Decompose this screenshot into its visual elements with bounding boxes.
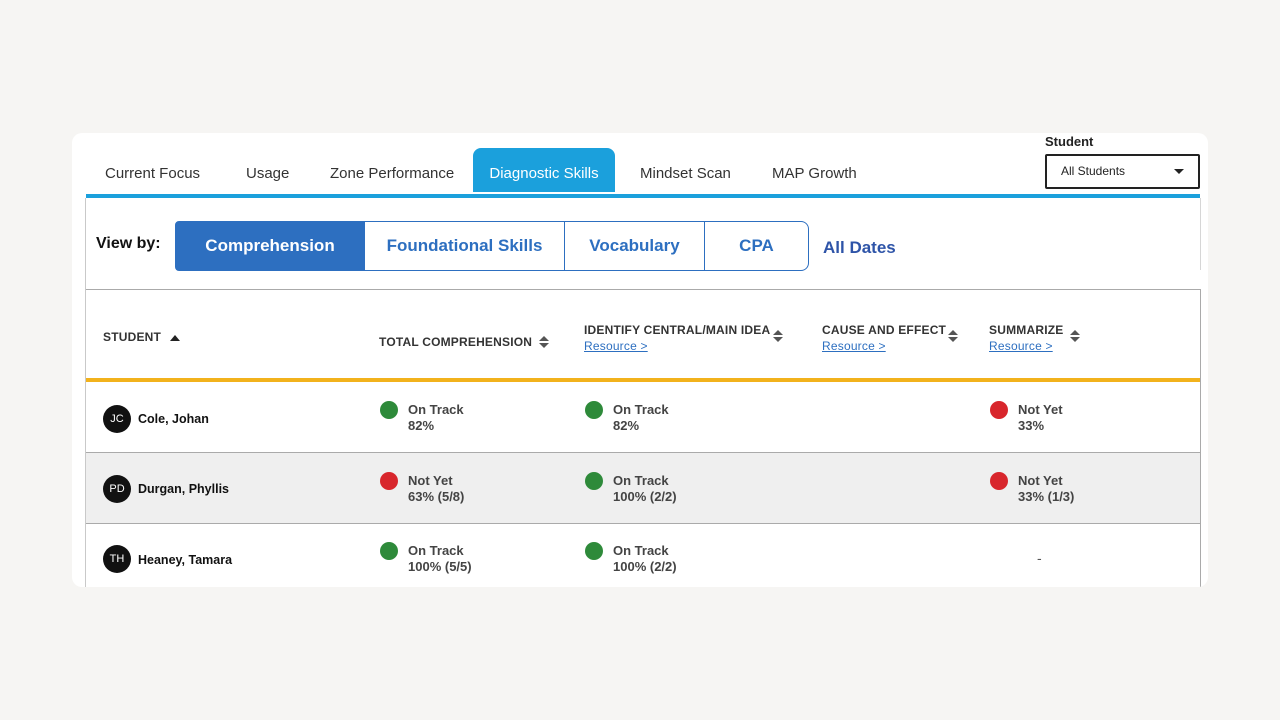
tab-mindset-scan[interactable]: Mindset Scan <box>640 165 731 182</box>
status-dot-icon <box>380 401 398 419</box>
chevron-down-icon <box>1174 169 1184 174</box>
student-filter-label: Student <box>1045 134 1094 149</box>
column-student[interactable]: STUDENT <box>103 330 161 344</box>
report-tabs: Current Focus Usage Zone Performance Dia… <box>72 133 1208 198</box>
central-resource-link[interactable]: Resource > <box>584 339 648 353</box>
skills-table: STUDENT TOTAL COMPREHENSION IDENTIFY CEN… <box>86 290 1201 587</box>
score-text: 82% <box>408 418 435 433</box>
column-total-label: TOTAL COMPREHENSION <box>379 335 533 349</box>
avatar: PD <box>103 475 131 503</box>
tab-diagnostic-skills[interactable]: Diagnostic Skills <box>473 148 615 192</box>
sort-icon[interactable] <box>773 330 783 342</box>
table-header: STUDENT TOTAL COMPREHENSION IDENTIFY CEN… <box>86 290 1200 382</box>
tab-zone-performance[interactable]: Zone Performance <box>330 165 455 182</box>
student-name[interactable]: Heaney, Tamara <box>138 553 233 567</box>
tab-underline <box>86 194 1200 198</box>
status-dot-icon <box>585 401 603 419</box>
view-by-bar: View by: Comprehension Foundational Skil… <box>86 198 1201 290</box>
tab-map-growth[interactable]: MAP Growth <box>772 165 857 182</box>
status-text: On Track <box>408 543 464 558</box>
status-dot-icon <box>990 401 1008 419</box>
status-text: On Track <box>613 402 669 417</box>
summarize-resource-link[interactable]: Resource > <box>989 339 1053 353</box>
status-text: Not Yet <box>1018 473 1063 488</box>
score-text: 82% <box>613 418 640 433</box>
status-dot-icon <box>585 542 603 560</box>
score-text: 100% (2/2) <box>613 489 677 504</box>
score-text: 33% <box>1018 418 1045 433</box>
status-dot-icon <box>380 542 398 560</box>
diagnostic-panel: View by: Comprehension Foundational Skil… <box>85 198 1201 587</box>
column-cause-label: CAUSE AND EFFECT <box>822 323 947 337</box>
student-select[interactable]: All Students <box>1045 154 1200 189</box>
avatar: TH <box>103 545 131 573</box>
view-by-label: View by: <box>96 235 161 252</box>
status-text: Not Yet <box>408 473 453 488</box>
status-text: On Track <box>613 543 669 558</box>
all-dates-link[interactable]: All Dates <box>823 238 896 257</box>
column-cause-effect: CAUSE AND EFFECT Resource > <box>822 323 946 353</box>
cause-resource-link[interactable]: Resource > <box>822 339 886 353</box>
panel-divider <box>1200 198 1201 270</box>
view-comprehension-button[interactable]: Comprehension <box>175 221 365 271</box>
table-row[interactable]: TH Heaney, Tamara On Track 100% (5/5) On… <box>86 524 1200 587</box>
tab-current-focus[interactable]: Current Focus <box>105 165 201 182</box>
sort-icon[interactable] <box>539 336 549 348</box>
column-central-label: IDENTIFY CENTRAL/MAIN IDEA <box>584 323 771 337</box>
sort-icon[interactable] <box>948 330 958 342</box>
view-cpa-button[interactable]: CPA <box>704 221 809 271</box>
student-select-value: All Students <box>1061 164 1126 178</box>
column-summarize-label: SUMMARIZE <box>989 323 1064 337</box>
column-student-label: STUDENT <box>103 330 162 344</box>
student-name[interactable]: Durgan, Phyllis <box>138 482 229 496</box>
score-text: 100% (2/2) <box>613 559 677 574</box>
student-name[interactable]: Cole, Johan <box>138 412 209 426</box>
status-dot-icon <box>990 472 1008 490</box>
sort-icon[interactable] <box>1070 330 1080 342</box>
sort-ascending-icon[interactable] <box>170 335 180 341</box>
status-dot-icon <box>585 472 603 490</box>
status-dot-icon <box>380 472 398 490</box>
summarize-empty: - <box>1037 550 1042 566</box>
column-central-idea: IDENTIFY CENTRAL/MAIN IDEA Resource > <box>584 323 770 353</box>
column-total-comprehension[interactable]: TOTAL COMPREHENSION <box>379 335 532 349</box>
avatar: JC <box>103 405 131 433</box>
table-row[interactable]: JC Cole, Johan On Track 82% On Track 82%… <box>86 382 1200 453</box>
score-text: 33% (1/3) <box>1018 489 1075 504</box>
score-text: 63% (5/8) <box>408 489 465 504</box>
view-foundational-skills-button[interactable]: Foundational Skills <box>364 221 565 271</box>
tab-usage[interactable]: Usage <box>246 165 290 182</box>
report-card: Current Focus Usage Zone Performance Dia… <box>72 133 1208 587</box>
column-summarize: SUMMARIZE Resource > <box>989 323 1063 353</box>
status-text: On Track <box>613 473 669 488</box>
status-text: On Track <box>408 402 464 417</box>
score-text: 100% (5/5) <box>408 559 472 574</box>
view-vocabulary-button[interactable]: Vocabulary <box>564 221 705 271</box>
status-text: Not Yet <box>1018 402 1063 417</box>
table-row[interactable]: PD Durgan, Phyllis Not Yet 63% (5/8) On … <box>86 453 1200 524</box>
